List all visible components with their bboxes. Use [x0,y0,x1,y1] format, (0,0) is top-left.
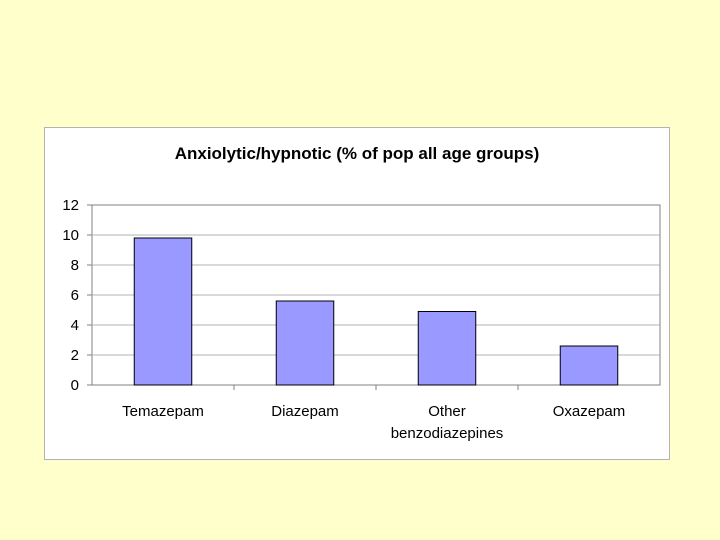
bar-chart: 0 2 4 6 8 10 12 Temazepam Diazepam Other benzodiaz… [62,197,661,442]
y-tick-label: 0 [71,377,79,394]
x-tick-label-line: Diazepam [271,403,339,420]
bar [559,345,619,386]
bar [275,300,335,386]
bar [133,237,193,386]
x-tick-label: Temazepam [122,403,204,420]
x-tick-label-line: Oxazepam [553,403,626,420]
y-tick-label: 4 [71,317,79,334]
y-tick-label: 6 [71,287,79,304]
y-tick-label: 12 [62,197,79,214]
x-tick-label: Diazepam [271,403,339,420]
y-tick-label: 8 [71,257,79,274]
chart-panel: Anxiolytic/hypnotic (% of pop all age gr… [44,127,670,460]
x-tick-label: Oxazepam [553,403,626,420]
x-tick-label-line: Temazepam [122,403,204,420]
x-tick-label-line: Other [428,403,466,420]
chart-title: Anxiolytic/hypnotic (% of pop all age gr… [174,144,540,163]
x-tick-label: Other benzodiazepines [391,403,504,442]
y-tick-label: 10 [62,227,79,244]
bar [417,311,477,386]
x-tick-label-line: benzodiazepines [391,425,504,442]
y-tick-label: 2 [71,347,79,364]
